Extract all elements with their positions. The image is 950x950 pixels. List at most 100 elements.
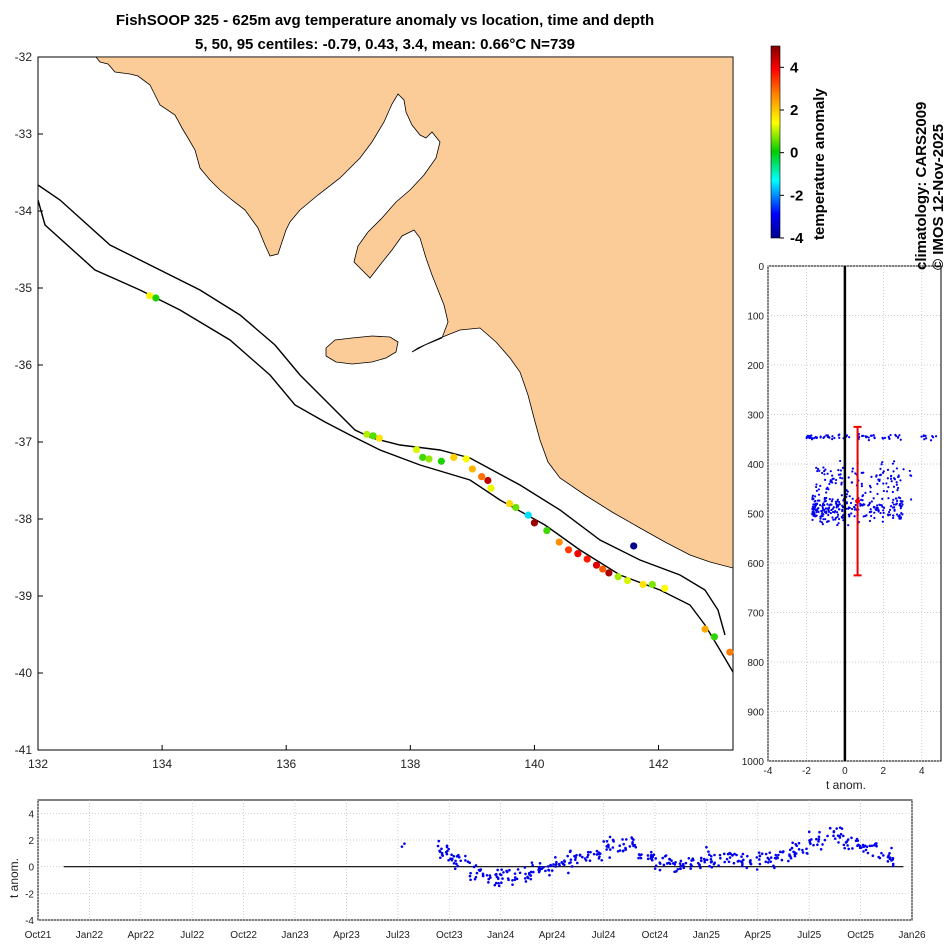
ts-x-tick-label: Oct24	[642, 930, 669, 941]
depth-point	[823, 473, 826, 476]
ts-point	[622, 842, 626, 846]
ts-point	[586, 853, 590, 857]
depth-point	[814, 495, 817, 498]
depth-x-axis: -4 -2 0 2 4	[764, 766, 925, 777]
depth-point	[879, 473, 883, 476]
ts-point	[844, 841, 848, 844]
ts-point	[608, 835, 612, 839]
depth-point	[891, 462, 895, 465]
ts-point	[856, 844, 859, 847]
ts-point	[400, 845, 404, 848]
ts-point	[842, 843, 846, 847]
depth-point	[815, 502, 819, 505]
depth-point	[890, 474, 893, 477]
ts-point	[662, 863, 666, 867]
depth-point	[829, 470, 832, 473]
land-kangaroo-island	[325, 335, 399, 365]
depth-point	[821, 504, 824, 508]
ts-point	[652, 853, 656, 857]
ts-point	[616, 850, 620, 853]
colorbar-tick-label: 2	[790, 102, 798, 119]
ts-point	[586, 850, 590, 854]
ts-point	[668, 857, 671, 861]
depth-point	[847, 506, 850, 509]
colorbar-ticks: 4 2 0 -2 -4	[780, 59, 804, 247]
depth-point	[854, 503, 857, 507]
ts-point	[502, 871, 505, 874]
ts-point	[699, 856, 703, 860]
depth-point	[811, 496, 814, 499]
map-y-tick-label: -34	[15, 204, 33, 218]
ts-point	[832, 829, 836, 833]
depth-x-tick-label: -4	[764, 766, 773, 777]
ts-point	[828, 826, 832, 830]
ts-point	[819, 847, 823, 851]
map-point	[623, 577, 632, 585]
depth-point	[859, 498, 863, 501]
depth-point	[822, 502, 825, 505]
colorbar-tick-label: 4	[790, 59, 799, 76]
ts-point	[864, 848, 868, 852]
map-point	[524, 511, 532, 519]
ts-point	[608, 848, 612, 851]
ts-point	[709, 857, 713, 861]
time-series-panel: 4 2 0 -2 -4 Oct21 Jan22 Apr22 Jul22 Oct22 Jan23 Ap…	[7, 799, 926, 941]
ts-point	[766, 861, 770, 864]
depth-grid	[767, 265, 941, 762]
map-point	[639, 580, 647, 589]
ts-point	[552, 863, 555, 866]
depth-point	[806, 434, 810, 437]
depth-x-tick-label: -2	[802, 766, 811, 777]
depth-point	[821, 471, 824, 475]
ts-point	[877, 855, 880, 859]
depth-point	[845, 434, 849, 437]
ts-point	[707, 853, 711, 857]
depth-point	[854, 472, 857, 475]
ts-x-tick-label: Jul22	[180, 930, 204, 941]
depth-point	[872, 505, 875, 509]
depth-point	[896, 488, 899, 492]
ts-point	[728, 856, 732, 859]
ts-point	[530, 861, 534, 864]
ts-point	[500, 881, 503, 885]
ts-point	[487, 877, 491, 881]
ts-y-tick-label: 0	[28, 863, 34, 874]
depth-point	[815, 489, 818, 492]
ts-point	[773, 856, 777, 860]
ts-point	[726, 852, 730, 856]
ts-point	[658, 862, 662, 865]
depth-point	[845, 502, 848, 505]
ts-point	[733, 852, 736, 856]
depth-point	[826, 472, 829, 475]
depth-point	[900, 511, 903, 515]
depth-point	[841, 514, 845, 517]
depth-point	[825, 496, 828, 500]
ts-point	[667, 861, 671, 865]
ts-point	[632, 844, 635, 848]
depth-point	[892, 503, 895, 506]
ts-point	[639, 856, 643, 860]
depth-point	[881, 436, 884, 440]
ts-point	[586, 855, 589, 859]
ts-point	[592, 852, 596, 856]
ts-point	[570, 865, 574, 868]
ts-point	[595, 849, 599, 853]
ts-point	[833, 837, 837, 840]
depth-point	[815, 466, 818, 469]
depth-point	[882, 489, 885, 493]
depth-y-tick-label: 900	[747, 708, 764, 719]
ts-x-tick-label: Jul24	[592, 930, 616, 941]
depth-point	[899, 499, 902, 502]
ts-x-tick-label: Oct21	[25, 930, 52, 941]
depth-point	[867, 436, 870, 439]
map-point	[583, 555, 591, 563]
depth-point	[869, 490, 872, 494]
depth-point	[819, 503, 822, 507]
ts-x-tick-label: Oct25	[847, 930, 874, 941]
depth-point	[892, 477, 896, 480]
ts-point	[563, 859, 566, 862]
ts-point	[589, 850, 592, 854]
ts-point	[722, 852, 726, 856]
ts-point	[713, 861, 717, 865]
colorbar: 4 2 0 -2 -4 temperature anomaly	[770, 45, 828, 247]
